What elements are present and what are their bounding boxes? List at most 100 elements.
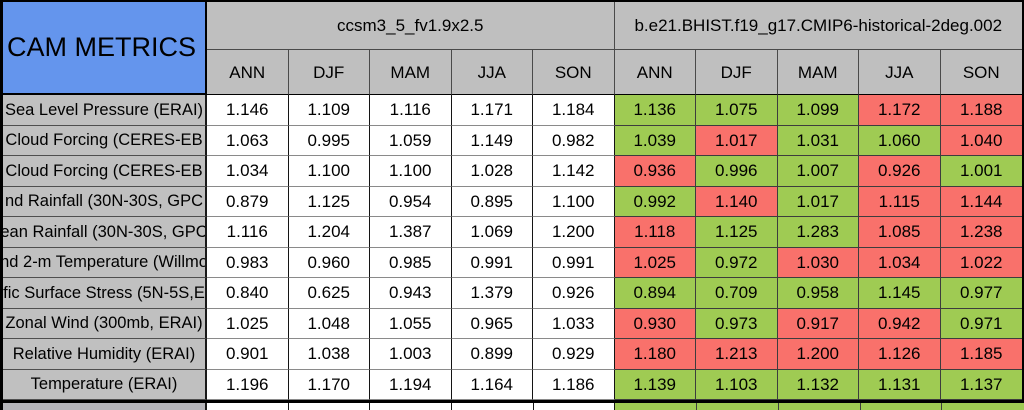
metric-value-model1: 1.125 [288, 186, 370, 217]
metric-value-model1: 1.038 [288, 339, 370, 370]
partial-row-model2-cell [697, 403, 779, 410]
metric-value-model1: 1.196 [207, 369, 289, 400]
metric-value-model1: 1.170 [288, 369, 370, 400]
metric-value-model1: 1.184 [533, 95, 615, 126]
metric-value-model2: 1.185 [940, 339, 1022, 370]
metric-value-model1: 1.149 [451, 125, 533, 156]
metric-value-model2: 1.017 [696, 125, 778, 156]
row-label: Relative Humidity (ERAI) [3, 339, 207, 370]
season-header-m2-mam: MAM [777, 50, 859, 95]
metric-value-model2: 0.942 [859, 308, 941, 339]
partial-row-model1-cell [288, 403, 371, 410]
metric-value-model1: 1.194 [370, 369, 452, 400]
metric-value-model2: 1.025 [614, 247, 696, 278]
metric-value-model1: 1.034 [207, 156, 289, 187]
metric-value-model2: 1.022 [940, 247, 1022, 278]
metric-value-model2: 1.118 [614, 217, 696, 248]
metric-value-model2: 0.926 [859, 156, 941, 187]
metric-value-model1: 0.943 [370, 278, 452, 309]
metric-value-model2: 1.099 [777, 95, 859, 126]
season-header-m2-ann: ANN [614, 50, 696, 95]
metric-value-model2: 1.213 [696, 339, 778, 370]
row-label: nd Rainfall (30N-30S, GPC [3, 186, 207, 217]
metric-value-model2: 0.977 [940, 278, 1022, 309]
metric-value-model1: 1.164 [451, 369, 533, 400]
season-header-m2-jja: JJA [859, 50, 941, 95]
metric-value-model2: 0.992 [614, 186, 696, 217]
metric-value-model2: 1.132 [777, 369, 859, 400]
metric-value-model1: 1.003 [370, 339, 452, 370]
metric-value-model1: 1.063 [207, 125, 289, 156]
metric-value-model2: 1.017 [777, 186, 859, 217]
partial-row-model1-cell [452, 403, 534, 410]
metric-value-model2: 1.188 [940, 95, 1022, 126]
metric-value-model2: 1.030 [777, 247, 859, 278]
metric-value-model1: 1.109 [288, 95, 370, 126]
metric-value-model2: 0.930 [614, 308, 696, 339]
metric-value-model1: 0.982 [533, 125, 615, 156]
metric-value-model1: 1.033 [533, 308, 615, 339]
metric-value-model2: 1.283 [777, 217, 859, 248]
season-header-m2-djf: DJF [696, 50, 778, 95]
metric-value-model1: 0.991 [533, 247, 615, 278]
metric-value-model2: 1.075 [696, 95, 778, 126]
metric-value-model2: 1.139 [614, 369, 696, 400]
metric-value-model1: 0.899 [451, 339, 533, 370]
partial-row-label-cell [3, 403, 207, 410]
season-header-m1-ann: ANN [207, 50, 289, 95]
metric-value-model2: 0.709 [696, 278, 778, 309]
model1-header: ccsm3_5_fv1.9x2.5 [207, 2, 615, 50]
metric-value-model1: 0.879 [207, 186, 289, 217]
metric-value-model2: 1.103 [696, 369, 778, 400]
season-header-m2-son: SON [940, 50, 1022, 95]
metric-value-model1: 0.840 [207, 278, 289, 309]
metric-value-model2: 0.958 [777, 278, 859, 309]
row-label: ean Rainfall (30N-30S, GPC [3, 217, 207, 248]
season-header-m1-mam: MAM [370, 50, 452, 95]
metric-value-model1: 0.929 [533, 339, 615, 370]
metric-value-model2: 0.894 [614, 278, 696, 309]
metric-value-model1: 0.625 [288, 278, 370, 309]
metric-value-model1: 1.200 [533, 217, 615, 248]
next-row-partial [0, 403, 1024, 410]
metric-value-model2: 0.917 [777, 308, 859, 339]
metric-value-model2: 1.144 [940, 186, 1022, 217]
metric-value-model2: 0.996 [696, 156, 778, 187]
metric-value-model1: 1.055 [370, 308, 452, 339]
metric-value-model2: 1.137 [940, 369, 1022, 400]
metric-value-model2: 1.126 [859, 339, 941, 370]
metric-value-model1: 1.142 [533, 156, 615, 187]
metric-value-model1: 0.895 [451, 186, 533, 217]
metric-value-model1: 1.100 [533, 186, 615, 217]
partial-row-model1-cell [370, 403, 453, 410]
metric-value-model1: 1.379 [451, 278, 533, 309]
metric-value-model2: 0.973 [696, 308, 778, 339]
metric-value-model2: 1.039 [614, 125, 696, 156]
metric-value-model1: 1.387 [370, 217, 452, 248]
metric-value-model1: 0.995 [288, 125, 370, 156]
row-label: Cloud Forcing (CERES-EB [3, 125, 207, 156]
metric-value-model1: 1.146 [207, 95, 289, 126]
metric-value-model2: 1.040 [940, 125, 1022, 156]
model2-header: b.e21.BHIST.f19_g17.CMIP6-historical-2de… [614, 2, 1022, 50]
row-label: nd 2-m Temperature (Willmo [3, 247, 207, 278]
metric-value-model2: 1.001 [940, 156, 1022, 187]
metric-value-model1: 0.901 [207, 339, 289, 370]
partial-row-model2-cell [615, 403, 698, 410]
metric-value-model1: 1.204 [288, 217, 370, 248]
metric-value-model2: 1.085 [859, 217, 941, 248]
metric-value-model2: 1.115 [859, 186, 941, 217]
metric-value-model1: 1.025 [207, 308, 289, 339]
row-label: Temperature (ERAI) [3, 369, 207, 400]
row-label: Cloud Forcing (CERES-EB [3, 156, 207, 187]
partial-row-model1-cell [207, 403, 289, 410]
metric-value-model2: 1.180 [614, 339, 696, 370]
row-label: Zonal Wind (300mb, ERAI) [3, 308, 207, 339]
metric-value-model1: 1.100 [288, 156, 370, 187]
metric-value-model1: 0.960 [288, 247, 370, 278]
metric-value-model1: 0.985 [370, 247, 452, 278]
metric-value-model1: 0.965 [451, 308, 533, 339]
season-header-m1-jja: JJA [451, 50, 533, 95]
